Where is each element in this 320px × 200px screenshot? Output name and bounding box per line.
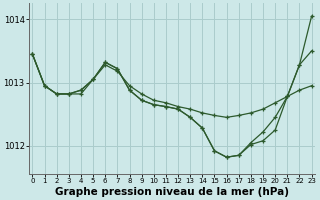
X-axis label: Graphe pression niveau de la mer (hPa): Graphe pression niveau de la mer (hPa) [55, 187, 289, 197]
